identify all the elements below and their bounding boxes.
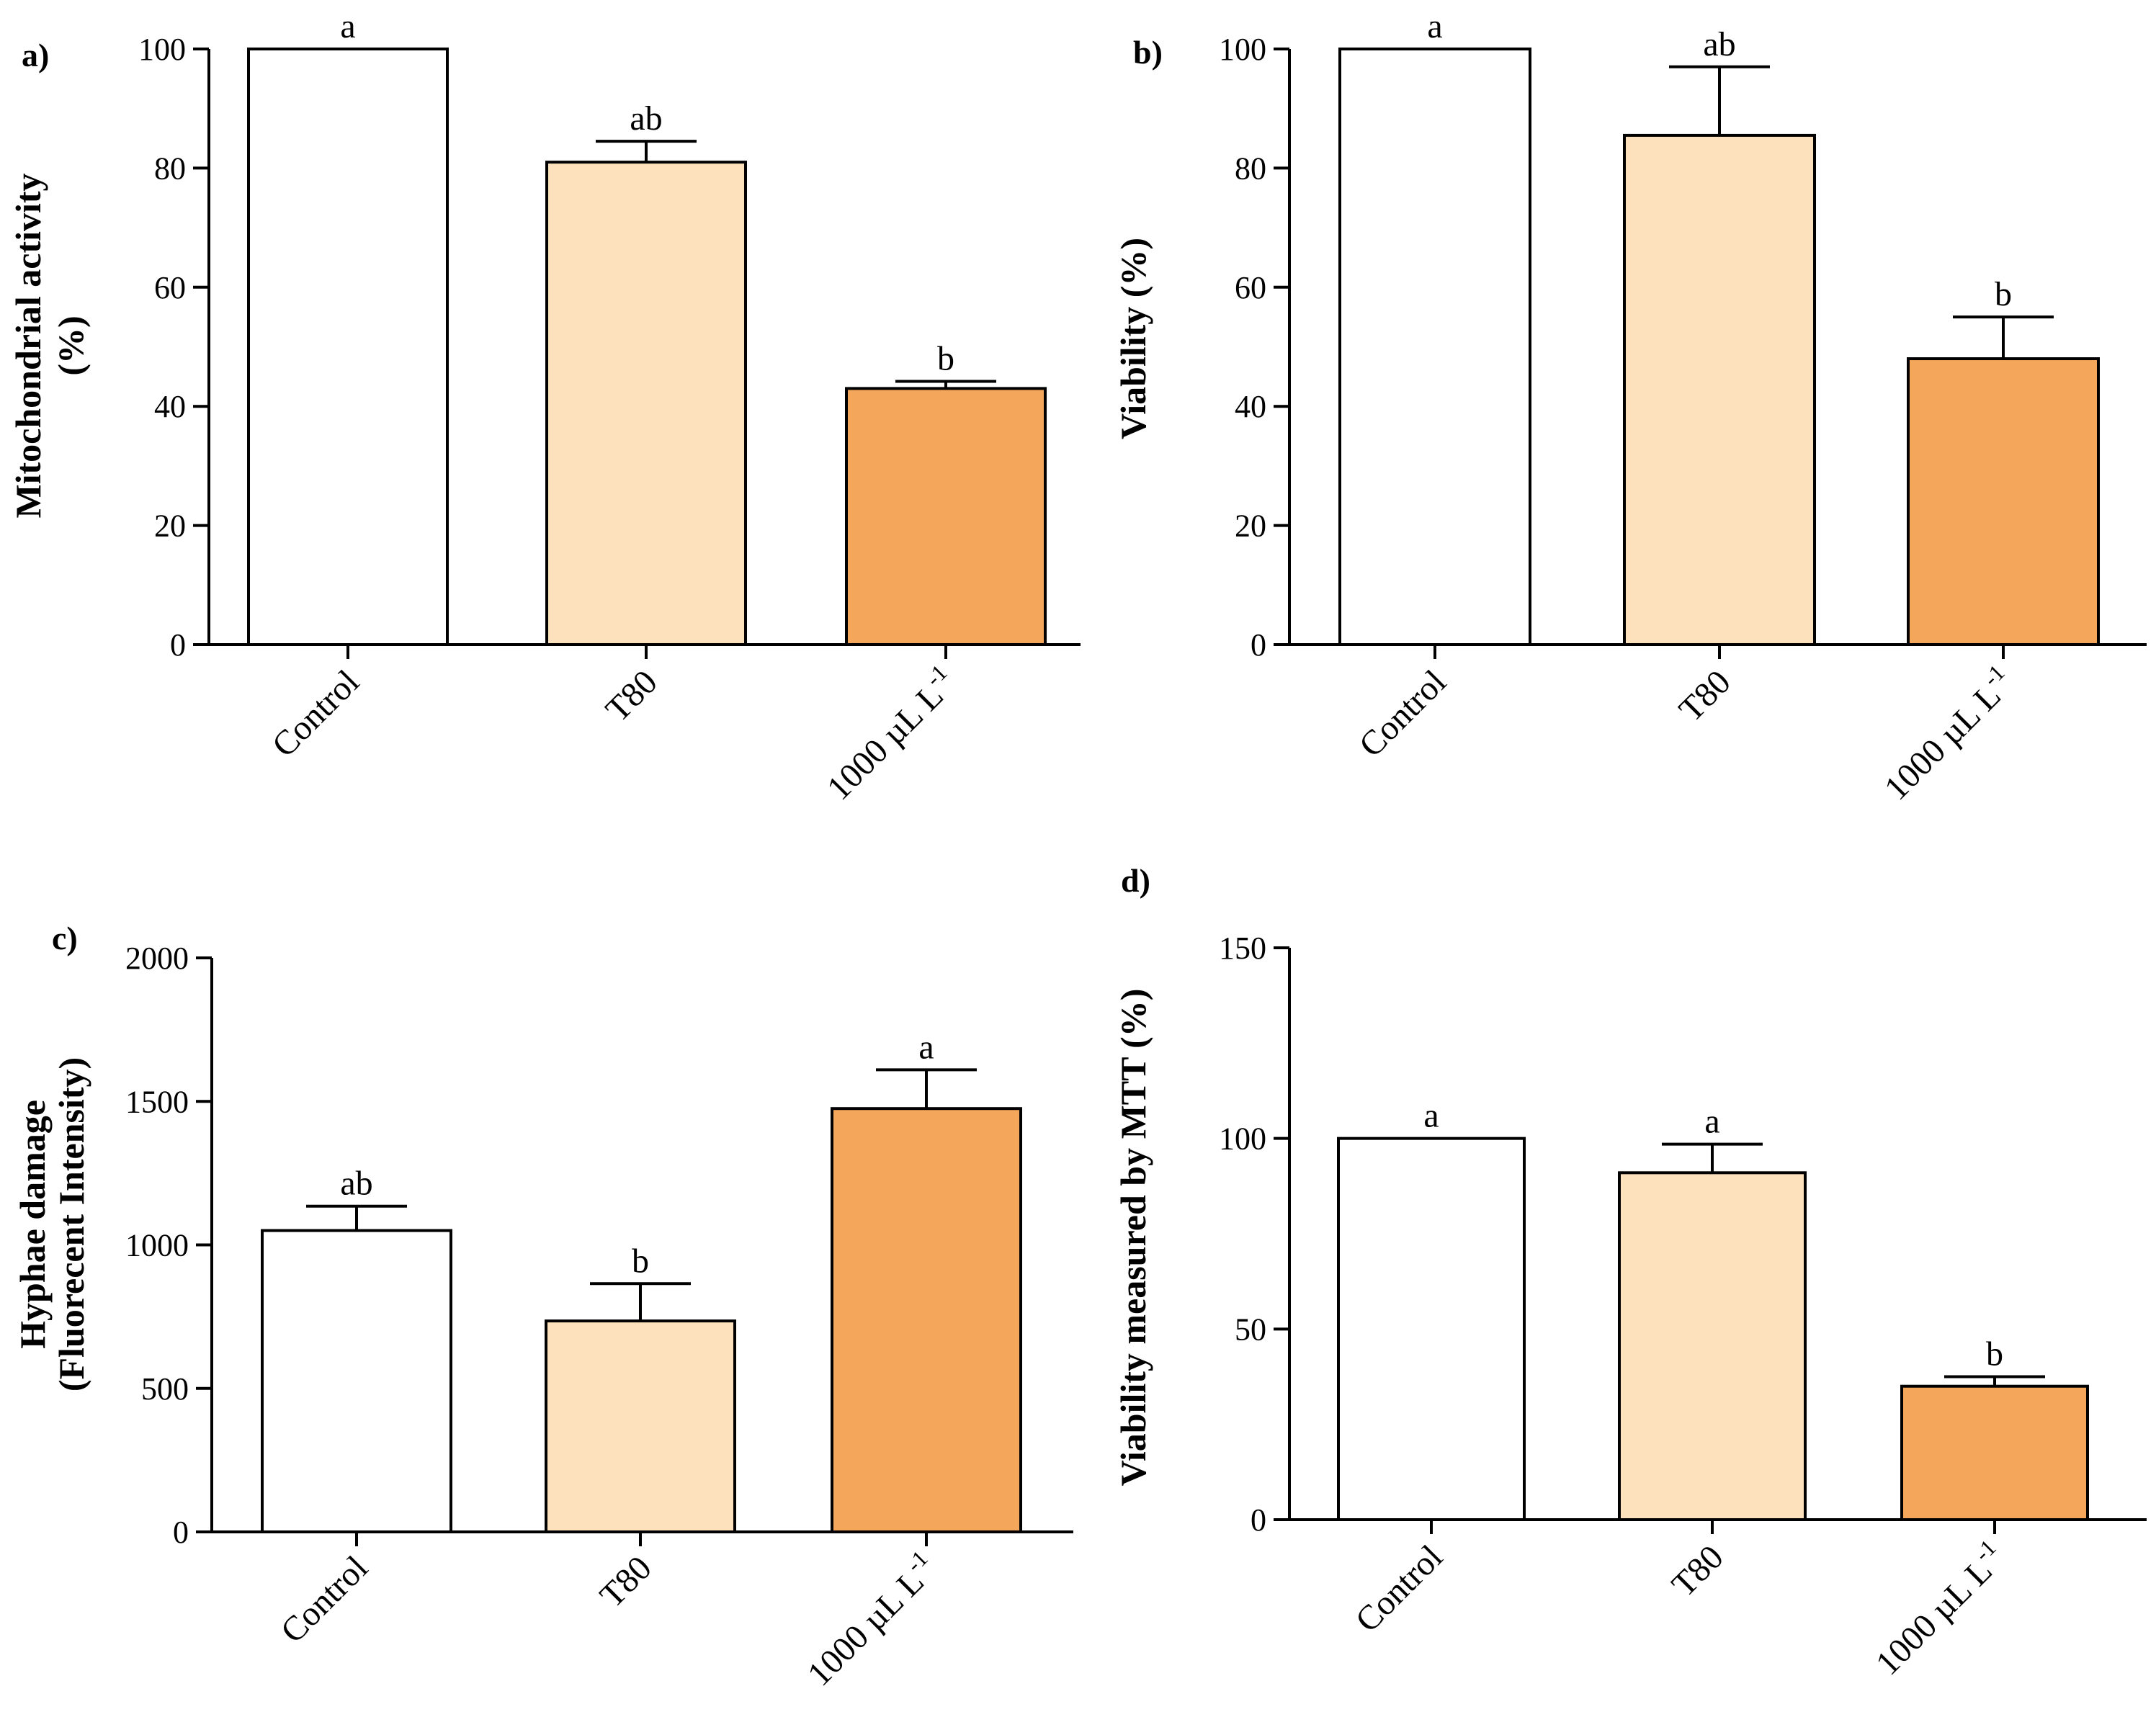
- panel-c-y-tick-label: 2000: [125, 941, 189, 976]
- panel-c-bar-1000: [831, 1107, 1022, 1533]
- panel-d-bar-control: [1337, 1137, 1526, 1521]
- panel-d-y-tick-label: 100: [1219, 1121, 1266, 1157]
- panel-b-y-tick-label: 40: [1235, 389, 1266, 424]
- panel-c-y-axis-label: (Fluorecent Intensity): [51, 1057, 91, 1391]
- panel-a-y-tick-label: 0: [170, 627, 186, 663]
- panel-d-y-tick-label: 50: [1235, 1312, 1266, 1347]
- panel-a-y-axis-label: Mitochondrial activity: [8, 173, 48, 518]
- panel-a-bar-control: [247, 48, 449, 646]
- panel-c-significance-label: ab: [340, 1165, 372, 1203]
- panel-a-category-label: Control: [265, 663, 367, 764]
- panel-a-y-tick-label: 20: [154, 508, 186, 544]
- panel-d-significance-label: b: [1986, 1335, 2003, 1373]
- panel-d-category-label: 1000 µL L-1: [1865, 1534, 2013, 1682]
- panel-c-category-label: Control: [274, 1548, 375, 1650]
- panel-b-category-label: T80: [1672, 663, 1738, 729]
- panel-c-significance-label: a: [918, 1028, 934, 1066]
- panel-d-bar-t80: [1618, 1171, 1807, 1521]
- panel-a-letter: a): [22, 37, 49, 73]
- panel-d-significance-label: a: [1423, 1097, 1439, 1135]
- panel-b-bar-t80: [1623, 133, 1816, 647]
- panel-c-category-label: 1000 µL L-1: [797, 1545, 945, 1693]
- panel-a-y-tick-label: 60: [154, 270, 186, 305]
- panel-c-y-tick-label: 0: [173, 1515, 189, 1550]
- panel-a-bar-t80: [545, 161, 747, 646]
- panel-c-y-tick-label: 1000: [125, 1228, 189, 1263]
- panel-c-y-tick-label: 1500: [125, 1084, 189, 1119]
- panel-a-y-tick-label: 80: [154, 151, 186, 186]
- panel-b-y-axis-label: Viability (%): [1113, 238, 1153, 439]
- panel-a-category-label: T80: [599, 663, 665, 729]
- panel-b-y-tick-label: 0: [1251, 627, 1266, 663]
- panel-c-y-tick-label: 500: [141, 1371, 189, 1407]
- panel-b-y-tick-label: 60: [1235, 270, 1266, 305]
- panel-b-letter: b): [1133, 34, 1163, 71]
- panel-d-y-axis-label: Viability measured by MTT (%): [1113, 989, 1153, 1487]
- panel-a-significance-label: b: [937, 339, 954, 377]
- panel-d-bar-1000: [1900, 1384, 2089, 1521]
- panel-a-y-tick-label: 40: [154, 389, 186, 424]
- panel-b-y-tick-label: 80: [1235, 151, 1266, 186]
- panel-a-y-tick-label: 100: [138, 32, 186, 67]
- panel-d-y-tick-label: 150: [1219, 931, 1266, 966]
- panel-c-category-label: T80: [593, 1548, 659, 1615]
- panel-b-y-tick-label: 20: [1235, 508, 1266, 544]
- panel-a-significance-label: a: [340, 7, 355, 45]
- panel-c-y-axis-label: Hyphae damage: [12, 1100, 53, 1349]
- panel-d-letter: d): [1121, 862, 1150, 899]
- panel-d-category-label: Control: [1348, 1538, 1450, 1639]
- panel-c-bar-t80: [545, 1319, 736, 1534]
- panel-b-bar-1000: [1907, 357, 2100, 646]
- panel-b-significance-label: b: [1995, 275, 2012, 313]
- panel-c-letter: c): [52, 920, 78, 956]
- panel-d-y-tick-label: 0: [1251, 1502, 1266, 1538]
- panel-a-category-label: 1000 µL L-1: [816, 659, 965, 807]
- panel-d-significance-label: a: [1704, 1103, 1719, 1141]
- panel-b-bar-control: [1338, 48, 1531, 646]
- panel-a-y-axis-label: (%): [50, 315, 91, 375]
- panel-c-bar-control: [261, 1229, 452, 1533]
- panel-a-significance-label: ab: [630, 99, 662, 138]
- panel-d-category-label: T80: [1665, 1538, 1731, 1604]
- panel-c-significance-label: b: [632, 1242, 649, 1280]
- panel-b-category-label: 1000 µL L-1: [1874, 659, 2022, 807]
- panel-b-y-tick-label: 100: [1219, 32, 1266, 67]
- panel-a-bar-1000: [845, 387, 1047, 646]
- panel-b-category-label: Control: [1352, 663, 1454, 764]
- panel-b-significance-label: a: [1427, 7, 1442, 45]
- panel-b-significance-label: ab: [1703, 25, 1735, 63]
